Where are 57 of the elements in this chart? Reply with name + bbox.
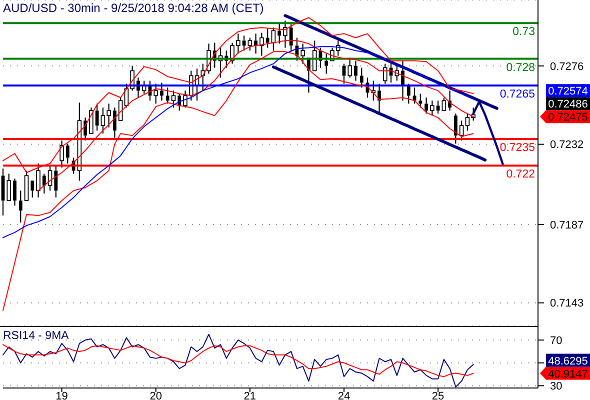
candlestick <box>30 180 34 198</box>
x-tick-label: 19 <box>56 390 68 400</box>
candlestick <box>54 165 58 198</box>
y-tick-label: 0.7187 <box>550 219 584 232</box>
chart-title: AUD/USD - 30min - 9/25/2018 9:04:28 AM (CET) <box>3 1 264 15</box>
ref-line-label: 0.722 <box>506 168 535 181</box>
candlestick <box>13 178 16 206</box>
ref-line-label: 0.73 <box>512 26 535 38</box>
text: 0.72574 <box>548 86 588 98</box>
candlestick <box>95 103 99 132</box>
chart-title: RSI14 - 9MA <box>3 329 69 343</box>
candlestick <box>113 107 116 138</box>
candlestick <box>378 83 381 114</box>
candlestick <box>36 162 40 198</box>
y-tick-label: 30 <box>550 380 562 393</box>
x-tick-label: 21 <box>244 390 256 400</box>
text: 48.6295 <box>548 355 588 368</box>
candlestick <box>160 82 164 102</box>
x-tick-label: 20 <box>150 390 162 400</box>
candlestick <box>278 23 282 44</box>
candlestick <box>436 100 440 114</box>
line-series <box>2 344 474 378</box>
candlestick <box>254 33 258 54</box>
candlestick <box>60 140 64 168</box>
candlestick <box>166 87 170 104</box>
candlestick <box>454 113 458 144</box>
candlestick <box>418 93 422 108</box>
y-tick-label: 0.7143 <box>550 298 584 310</box>
candlestick <box>424 97 428 114</box>
text: 40.9147 <box>548 368 588 380</box>
text: 0.72486 <box>548 98 588 111</box>
candlestick <box>266 28 270 48</box>
line-series <box>272 65 487 162</box>
candlestick <box>260 32 264 56</box>
y-tick-label: 0.7276 <box>550 60 584 73</box>
candlestick <box>354 60 358 82</box>
y-tick-label: 0.7232 <box>550 139 584 152</box>
y-tick-label: 70 <box>550 334 562 347</box>
text: 0.72475 <box>548 112 588 124</box>
candlestick <box>406 83 410 104</box>
candlestick <box>18 190 22 224</box>
candlestick <box>360 67 364 88</box>
candlestick <box>154 83 158 104</box>
candlestick <box>283 20 288 48</box>
x-tick-label: 24 <box>338 390 350 400</box>
ref-line-label: 0.7265 <box>500 88 535 101</box>
candlestick <box>66 143 70 164</box>
ref-line-label: 0.7235 <box>500 142 535 154</box>
candlestick <box>42 173 46 194</box>
candlestick <box>300 43 305 64</box>
candlestick <box>324 53 328 74</box>
candlestick <box>459 120 464 142</box>
candlestick <box>171 90 176 108</box>
candlestick <box>430 100 434 116</box>
candlestick <box>348 57 352 78</box>
ref-line-label: 0.728 <box>506 62 535 74</box>
x-tick-label: 25 <box>432 390 444 400</box>
